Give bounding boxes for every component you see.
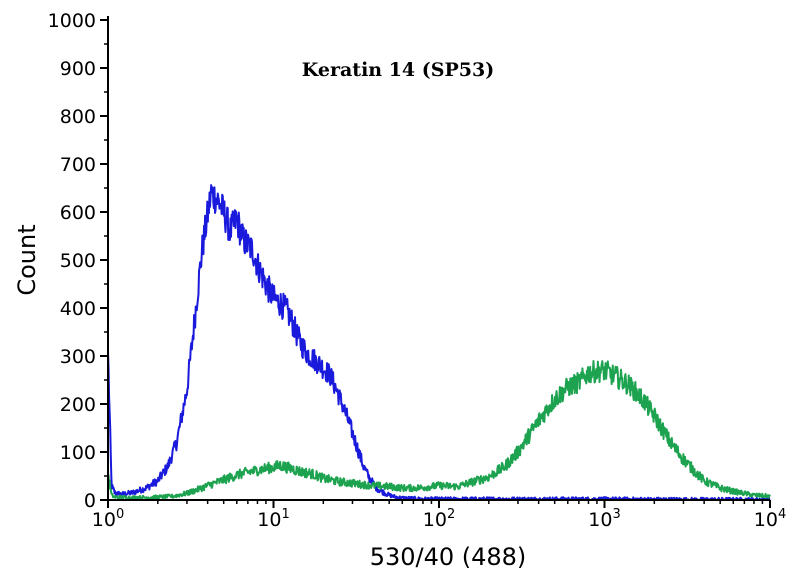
x-tick-label-4: 104	[754, 507, 786, 531]
series-layer	[107, 184, 771, 501]
series-line-1	[107, 360, 771, 501]
y-tick-label-6: 600	[60, 202, 96, 224]
x-axis-title: 530/40 (488)	[370, 543, 527, 571]
x-tick-label-1: 101	[257, 507, 289, 531]
series-0	[107, 184, 771, 501]
y-tick-label-9: 900	[60, 58, 96, 80]
series-1	[107, 360, 771, 501]
x-tick-label-2: 102	[423, 507, 455, 531]
y-tick-label-4: 400	[60, 298, 96, 320]
y-axis-title: Count	[13, 224, 41, 295]
y-tick-label-2: 200	[60, 394, 96, 416]
y-tick-label-7: 700	[60, 154, 96, 176]
y-tick-label-10: 1000	[48, 10, 96, 32]
y-tick-label-3: 300	[60, 346, 96, 368]
y-tick-label-8: 800	[60, 106, 96, 128]
x-tick-label-0: 100	[92, 507, 124, 531]
x-tick-label-3: 103	[588, 507, 620, 531]
chart-title: Keratin 14 (SP53)	[302, 59, 494, 81]
y-tick-label-5: 500	[60, 250, 96, 272]
series-line-0	[107, 184, 771, 501]
y-tick-label-0: 0	[84, 490, 96, 512]
y-tick-label-1: 100	[60, 442, 96, 464]
